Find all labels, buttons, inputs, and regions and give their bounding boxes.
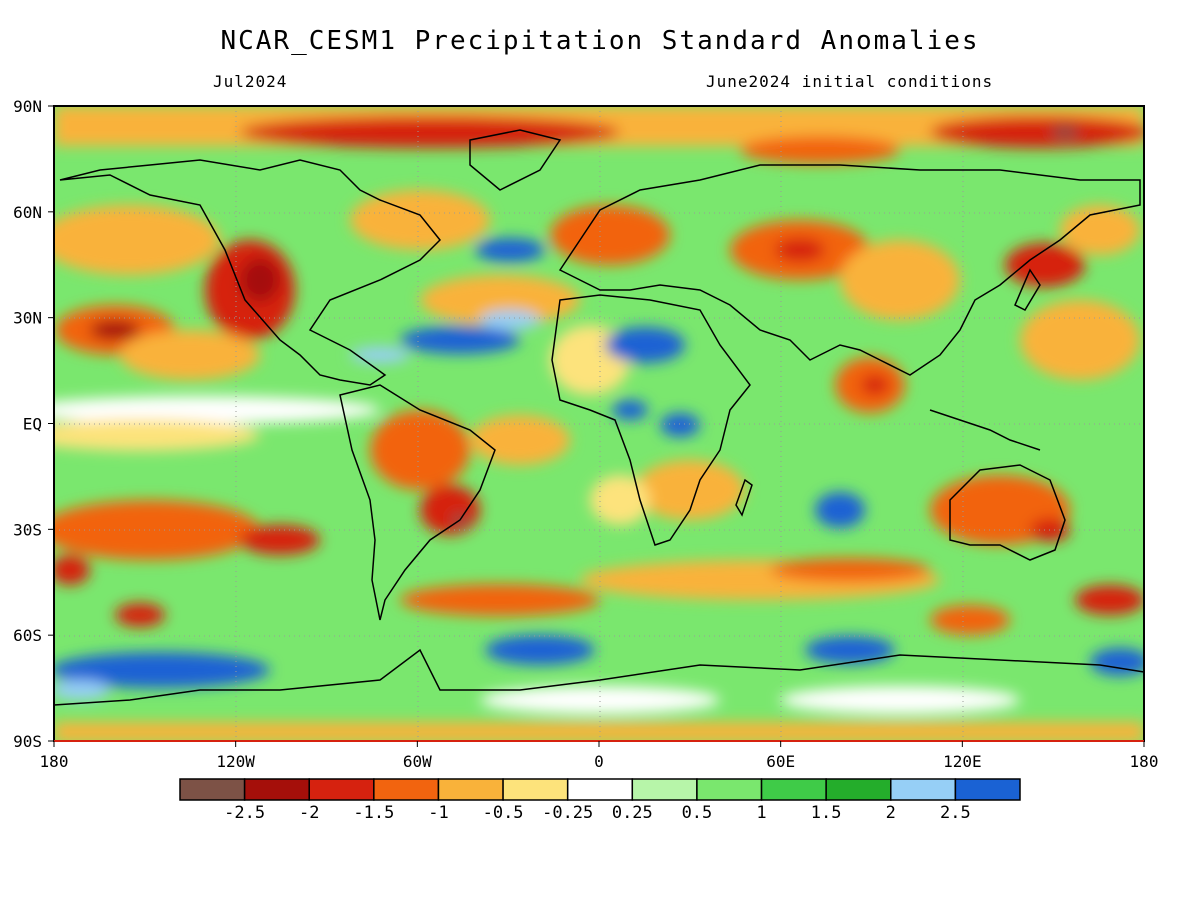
colorbar-swatch	[566, 778, 634, 801]
longitude-label: 0	[594, 752, 604, 771]
colorbar: -2.5 -2 -1.5 -1 -0.5 -0.25 0.25 0.5 1 1.5 2 2.5	[179, 778, 1021, 823]
longitude-label: 180	[40, 752, 69, 771]
longitude-label: 120W	[216, 752, 255, 771]
colorbar-label: -2	[299, 803, 319, 823]
latitude-label: EQ	[23, 415, 42, 434]
colorbar-swatch	[890, 778, 957, 801]
latitude-label: 90S	[13, 732, 42, 751]
colorbar-swatch	[179, 778, 246, 801]
latitude-label: 30S	[13, 520, 42, 539]
colorbar-label: 0.5	[682, 803, 713, 823]
longitude-label: 120E	[943, 752, 982, 771]
coastlines	[54, 129, 1144, 706]
colorbar-swatch	[308, 778, 375, 801]
colorbar-label: 2	[886, 803, 896, 823]
colorbar-swatch	[760, 778, 827, 801]
longitude-label: 60E	[766, 752, 795, 771]
colorbar-label: 2.5	[940, 803, 971, 823]
colorbar-label: 1	[756, 803, 766, 823]
colorbar-swatch	[954, 778, 1021, 801]
colorbar-label: -0.5	[483, 803, 524, 823]
valid-month-label: Jul2024	[213, 72, 288, 91]
colorbar-label: 1.5	[811, 803, 842, 823]
colorbar-swatch	[825, 778, 892, 801]
colorbar-label: -0.25	[542, 803, 593, 823]
colorbar-label: 0.25	[612, 803, 653, 823]
latitude-label: 30N	[13, 309, 42, 328]
colorbar-swatch	[631, 778, 698, 801]
colorbar-swatch	[502, 778, 569, 801]
colorbar-swatch	[437, 778, 504, 801]
latitude-label: 90N	[13, 97, 42, 116]
colorbar-label: -1.5	[353, 803, 394, 823]
colorbar-swatch	[243, 778, 310, 801]
initial-conditions-label: June2024 initial conditions	[706, 72, 994, 91]
latitude-label: 60S	[13, 626, 42, 645]
colorbar-swatch	[696, 778, 763, 801]
colorbar-swatch	[373, 778, 440, 801]
longitude-label: 180	[1130, 752, 1159, 771]
chart-title: NCAR_CESM1 Precipitation Standard Anomal…	[220, 26, 980, 56]
latitude-label: 60N	[13, 203, 42, 222]
longitude-label: 60W	[403, 752, 432, 771]
anomaly-field	[54, 106, 1144, 741]
colorbar-label: -1	[428, 803, 448, 823]
colorbar-label: -2.5	[224, 803, 265, 823]
